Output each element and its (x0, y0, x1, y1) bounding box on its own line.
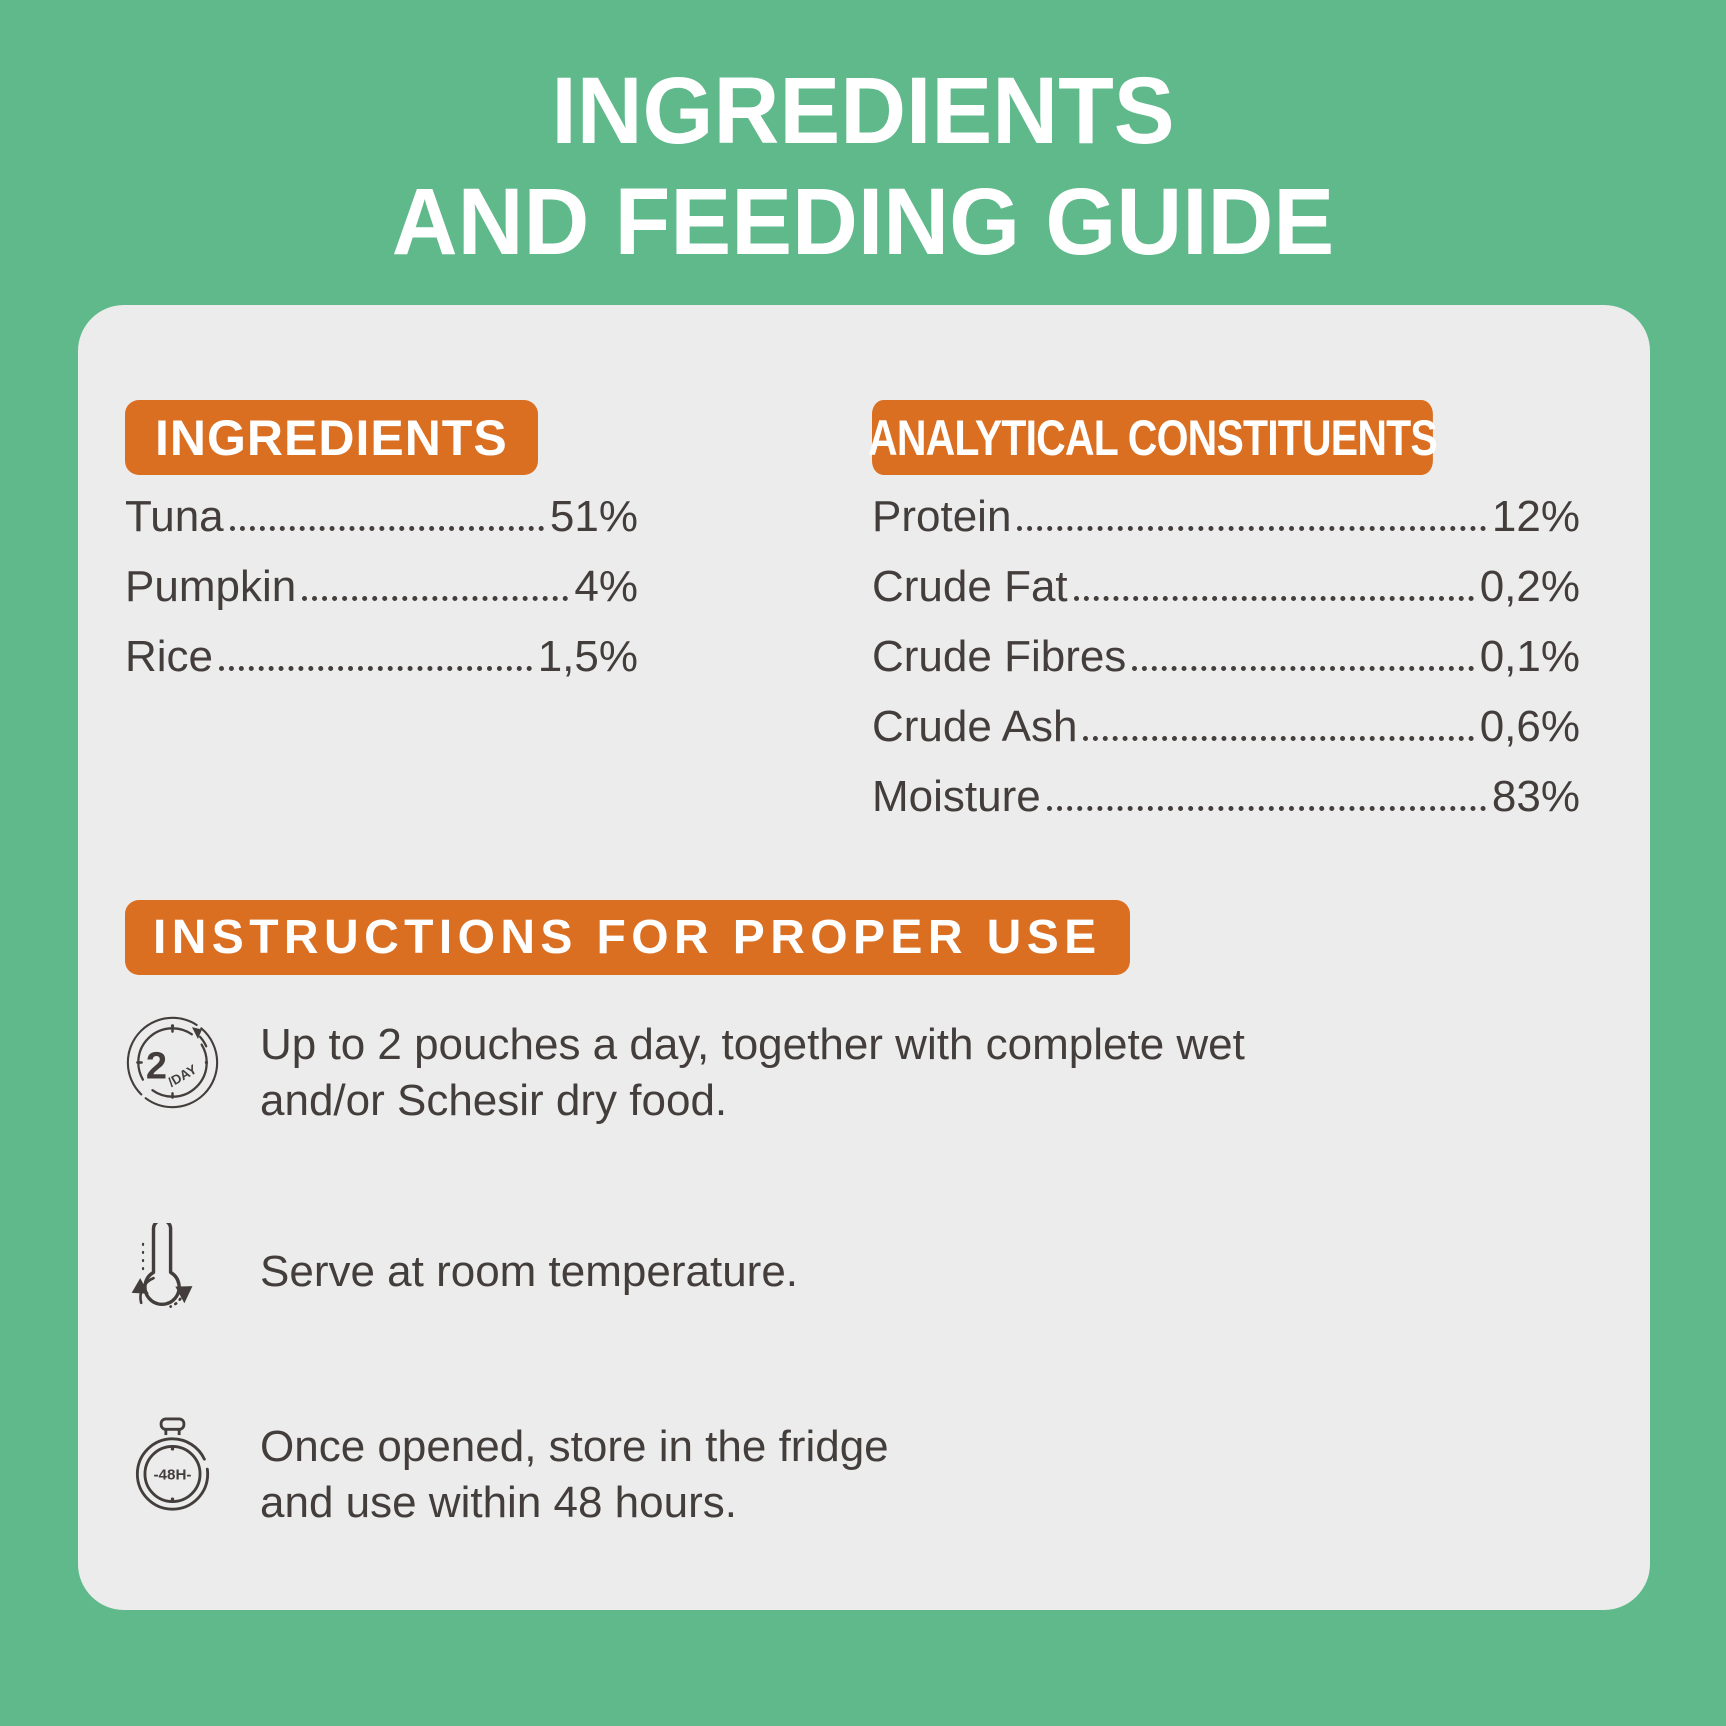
svg-text:/DAY: /DAY (165, 1062, 199, 1090)
svg-text:2: 2 (146, 1046, 167, 1088)
svg-text:-48H-: -48H- (154, 1467, 192, 1484)
